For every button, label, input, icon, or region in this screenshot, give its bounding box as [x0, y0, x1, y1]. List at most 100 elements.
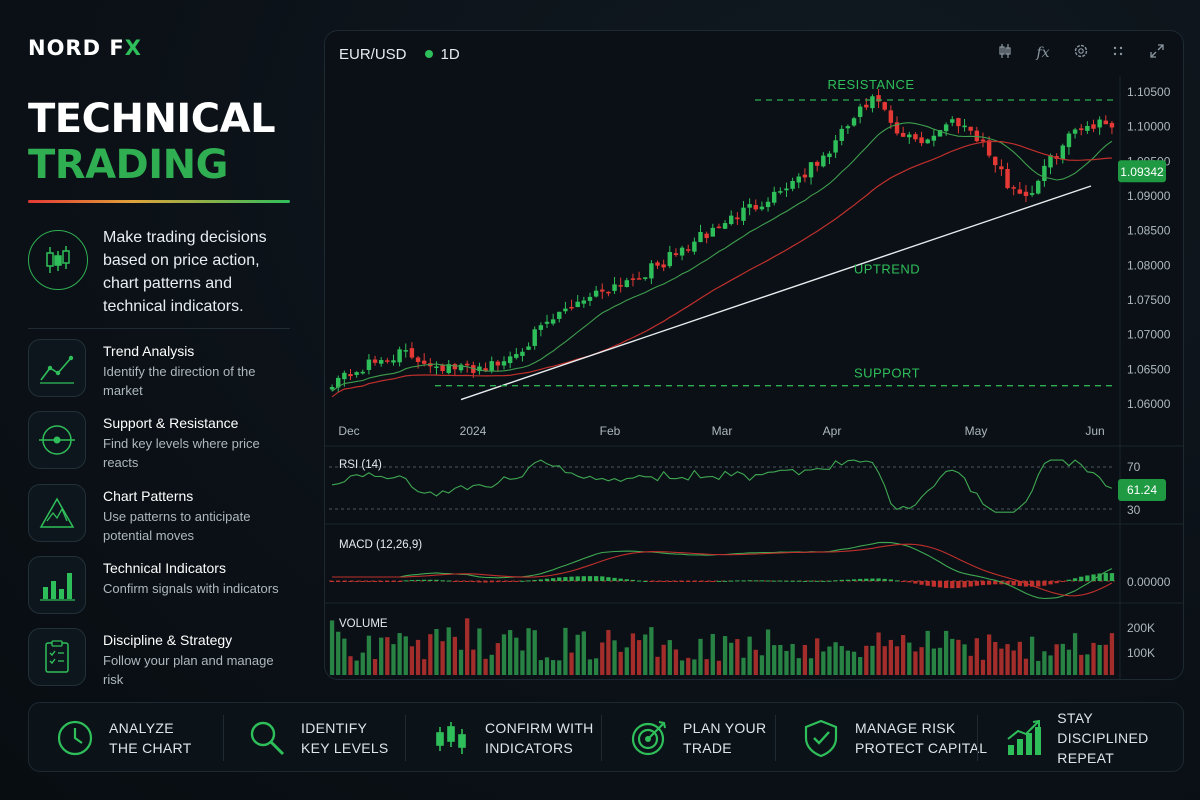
brand-logo[interactable]: NORD FX [28, 36, 142, 60]
gear-icon[interactable] [1073, 43, 1089, 62]
feature-desc: Use patterns to anticipate potential mov… [103, 509, 251, 543]
candle-body [771, 191, 777, 203]
macd-histogram-bar [1079, 576, 1084, 581]
x-axis-label: 2024 [460, 424, 487, 438]
step-plan[interactable]: PLAN YOUR TRADE [627, 703, 766, 773]
feature-chart-patterns[interactable]: Chart Patterns Use patterns to anticipat… [28, 484, 290, 546]
candles-icon[interactable] [997, 43, 1013, 62]
step-confirm[interactable]: CONFIRM WITH INDICATORS [429, 703, 594, 773]
step-label: CONFIRM WITH INDICATORS [485, 720, 594, 756]
candle-body [1017, 189, 1023, 194]
feature-trend-analysis[interactable]: Trend Analysis Identify the direction of… [28, 339, 290, 401]
candles-icon [429, 716, 473, 760]
timeframe-label[interactable]: 1D [440, 45, 460, 63]
candle-body [501, 361, 507, 366]
step-identify[interactable]: IDENTIFY KEY LEVELS [245, 703, 389, 773]
macd-histogram-bar [993, 581, 998, 585]
candle-body [372, 359, 378, 363]
macd-histogram-bar [704, 581, 709, 582]
candle-body [943, 124, 949, 132]
macd-histogram-bar [1029, 581, 1035, 587]
macd-histogram-bar [673, 581, 679, 582]
macd-histogram-bar [630, 579, 636, 581]
macd-histogram-bar [827, 580, 832, 582]
price-tick-label: 1.10000 [1127, 120, 1171, 134]
candle-body [1036, 180, 1041, 194]
feature-title: Support & Resistance [103, 415, 239, 431]
volume-bar [624, 647, 629, 675]
volume-bar [900, 635, 906, 675]
feature-technical-indicators[interactable]: Technical Indicators Confirm signals wit… [28, 556, 290, 618]
levels-icon [28, 411, 86, 469]
candle-body [925, 139, 930, 144]
chart-panel[interactable]: 1.105001.100001.095001.090001.085001.080… [324, 30, 1184, 680]
candle-body [624, 280, 630, 288]
volume-bar [501, 634, 507, 675]
x-axis-label: Apr [823, 424, 842, 438]
candle-body [618, 285, 623, 287]
feature-discipline-strategy[interactable]: Discipline & Strategy Follow your plan a… [28, 628, 290, 690]
price-tick-label: 1.08500 [1127, 224, 1171, 238]
step-analyze[interactable]: ANALYZE THE CHART [53, 703, 192, 773]
candle-body [354, 372, 359, 375]
symbol-label[interactable]: EUR/USD [339, 45, 407, 63]
step-label: MANAGE RISK PROTECT CAPITAL [855, 720, 988, 756]
volume-bar [636, 640, 642, 675]
macd-label: MACD (12,26,9) [339, 539, 422, 551]
candle-body [397, 349, 402, 363]
macd-histogram-bar [385, 581, 390, 582]
macd-histogram-bar [876, 578, 881, 581]
macd-histogram-bar [710, 581, 715, 582]
triangle-pattern-icon [28, 484, 86, 542]
volume-bar [1042, 651, 1047, 675]
candle-body [729, 215, 734, 225]
macd-histogram-bar [600, 576, 605, 581]
volume-bar [907, 642, 912, 675]
macd-histogram-bar [815, 580, 820, 582]
grid-icon[interactable] [1111, 43, 1127, 62]
step-stay-disciplined[interactable]: STAY DISCIPLINED REPEAT [1003, 703, 1183, 773]
volume-tick-label: 200K [1127, 621, 1155, 635]
gradient-divider [28, 200, 290, 203]
expand-icon[interactable] [1149, 43, 1165, 62]
macd-histogram-bar [729, 580, 734, 582]
price-chart-svg[interactable]: 1.105001.100001.095001.090001.085001.080… [325, 31, 1184, 680]
volume-bar [1085, 654, 1090, 675]
feature-desc: Confirm signals with indicators [103, 581, 279, 596]
candle-body [557, 311, 562, 319]
candle-body [1042, 165, 1047, 182]
macd-histogram-bar [980, 581, 986, 586]
candle-body [802, 174, 808, 178]
x-axis-label: Jun [1085, 424, 1104, 438]
x-axis-label: Feb [600, 424, 621, 438]
candle-body [980, 139, 986, 142]
step-manage-risk[interactable]: MANAGE RISK PROTECT CAPITAL [799, 703, 987, 773]
macd-histogram-bar [403, 580, 408, 582]
candle-body [1097, 119, 1102, 128]
macd-histogram-bar [974, 581, 979, 586]
volume-bar [434, 629, 439, 675]
macd-histogram-bar [943, 581, 949, 589]
candle-body [415, 357, 421, 362]
volume-bar [759, 655, 765, 675]
uptrend-label: UPTREND [854, 261, 920, 276]
volume-bar [692, 659, 697, 675]
fx-icon[interactable]: fx [1036, 44, 1050, 61]
clock-icon [53, 716, 97, 760]
volume-bar [477, 628, 482, 675]
feature-support-resistance[interactable]: Support & Resistance Find key levels whe… [28, 411, 290, 473]
volume-bar [729, 642, 734, 675]
feature-desc: Identify the direction of the market [103, 364, 256, 398]
candle-body [722, 223, 728, 229]
macd-histogram-bar [495, 581, 501, 583]
candle-body [409, 348, 415, 358]
candle-body [489, 361, 494, 371]
volume-bar [569, 652, 574, 675]
candle-body [507, 356, 513, 364]
candle-body [956, 118, 961, 127]
volume-bar [999, 648, 1004, 675]
macd-histogram-bar [532, 579, 537, 581]
volume-bar [962, 644, 967, 675]
candle-body [673, 253, 679, 256]
candle-body [440, 364, 445, 372]
